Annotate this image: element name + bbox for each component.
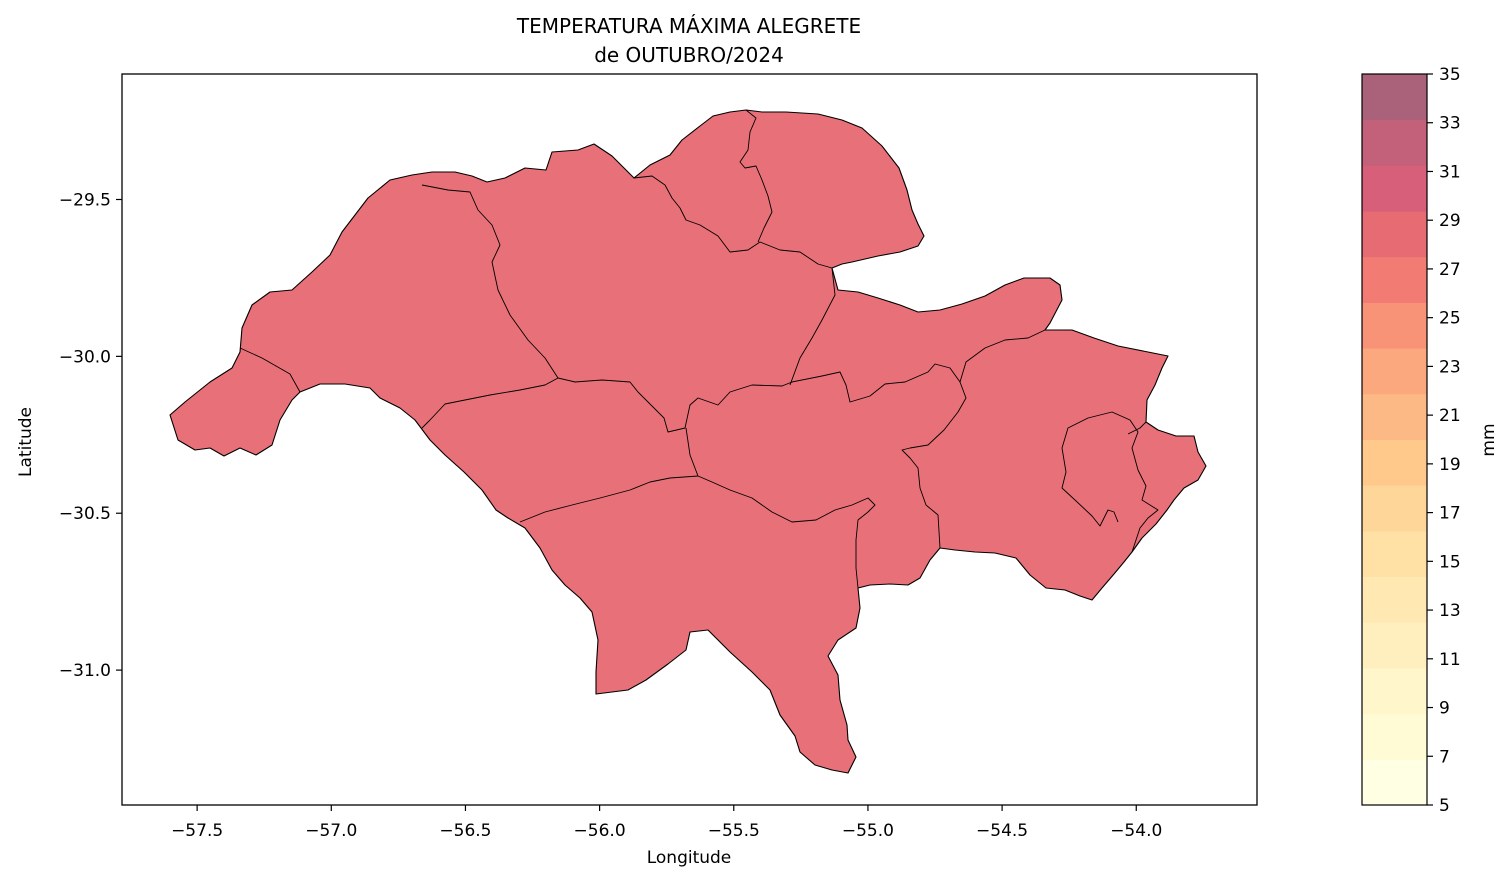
colorbar-band: [1362, 667, 1427, 715]
colorbar: 5 7 9 11 13 15 17 19 21 23 25 27 29 31 33 35: [1361, 65, 1461, 816]
colorbar-tick-label: 15: [1439, 552, 1461, 572]
colorbar-tick-label: 21: [1439, 406, 1461, 426]
colorbar-tick-label: 31: [1439, 162, 1461, 182]
y-axis-ticks: −29.5 −30.0 −30.5 −31.0: [59, 190, 122, 681]
colorbar-tick-label: 7: [1439, 747, 1450, 767]
y-tick-label: −30.5: [59, 504, 111, 524]
y-tick-label: −30.0: [59, 347, 111, 367]
colorbar-label: mm: [1479, 423, 1499, 456]
colorbar-band: [1362, 759, 1427, 806]
colorbar-tick-label: 11: [1439, 650, 1461, 670]
colorbar-band: [1362, 485, 1427, 532]
colorbar-tick-label: 17: [1439, 504, 1461, 524]
colorbar-band: [1362, 530, 1427, 578]
y-tick-label: −31.0: [59, 661, 111, 681]
colorbar-band: [1362, 622, 1427, 669]
colorbar-tick-label: 29: [1439, 211, 1461, 231]
colorbar-band: [1362, 119, 1427, 166]
x-axis-ticks: −57.5 −57.0 −56.5 −56.0 −55.5 −55.0 −54.5 −54.0: [171, 805, 1162, 841]
x-tick-label: −55.5: [708, 821, 760, 841]
colorbar-tick-label: 19: [1439, 455, 1461, 475]
colorbar-band: [1362, 211, 1427, 258]
map-title-line-1: TEMPERATURA MÁXIMA ALEGRETE: [516, 14, 861, 38]
x-tick-label: −57.0: [305, 821, 357, 841]
colorbar-frame: [1361, 73, 1428, 806]
colorbar-band: [1362, 576, 1427, 623]
axes-frame: [121, 73, 1258, 806]
colorbar-band: [1362, 393, 1427, 440]
x-tick-label: −54.5: [976, 821, 1028, 841]
colorbar-band: [1362, 713, 1427, 760]
colorbar-tick-label: 9: [1439, 699, 1450, 719]
colorbar-tick-label: 13: [1439, 601, 1461, 621]
y-tick-label: −29.5: [59, 190, 111, 210]
colorbar-tick-label: 5: [1439, 796, 1450, 816]
colorbar-band: [1362, 256, 1427, 303]
x-tick-label: −56.0: [574, 821, 626, 841]
colorbar-band: [1362, 302, 1427, 349]
colorbar-band: [1362, 165, 1427, 212]
colorbar-tick-label: 35: [1439, 65, 1461, 85]
municipality-borders: [239, 109, 1159, 589]
colorbar-band: [1362, 439, 1427, 486]
municipality-region-group: [169, 109, 1207, 774]
x-tick-label: −57.5: [171, 821, 223, 841]
colorbar-band: [1362, 74, 1427, 121]
colorbar-band: [1362, 348, 1427, 395]
x-tick-label: −54.0: [1110, 821, 1162, 841]
y-axis-label: Latitude: [16, 407, 36, 477]
colorbar-tick-label: 33: [1439, 114, 1461, 134]
x-axis-label: Longitude: [647, 848, 732, 868]
colorbar-tick-label: 23: [1439, 357, 1461, 377]
x-tick-label: −56.5: [439, 821, 491, 841]
map-title-line-2: de OUTUBRO/2024: [594, 43, 784, 67]
colorbar-tick-label: 27: [1439, 260, 1461, 280]
x-tick-label: −55.0: [842, 821, 894, 841]
colorbar-tick-label: 25: [1439, 309, 1461, 329]
